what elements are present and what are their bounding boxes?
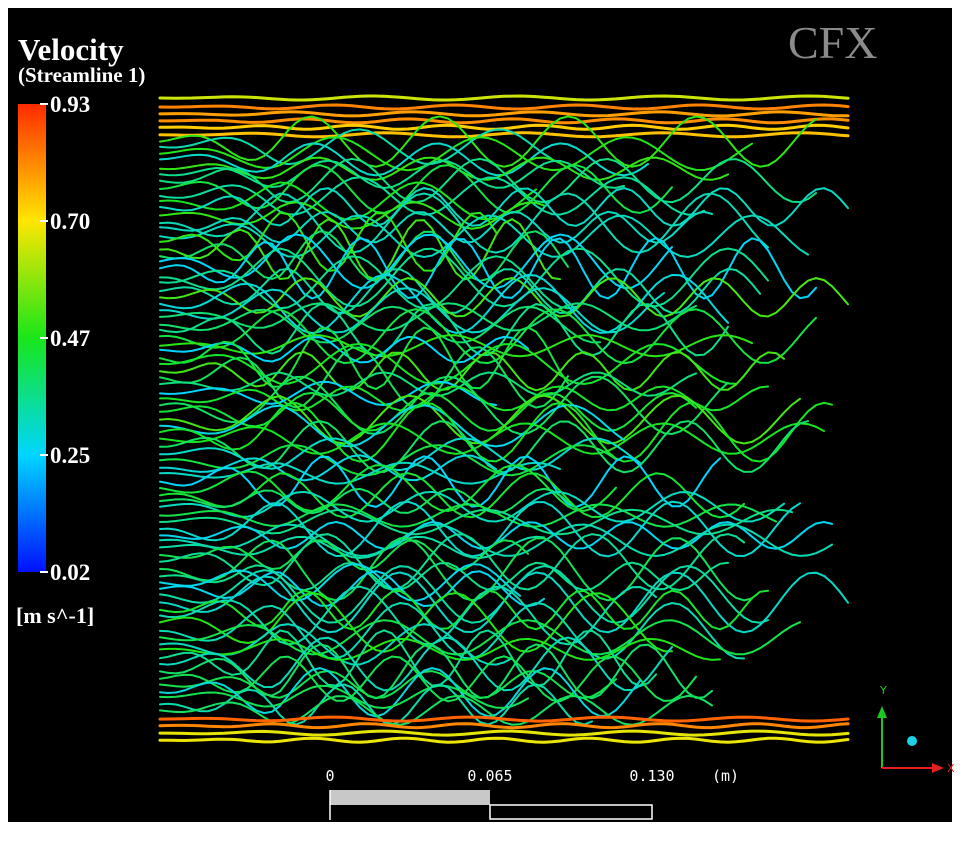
legend-tick-label: 0.25 xyxy=(50,443,90,468)
legend-title: Velocity xyxy=(18,32,124,67)
scale-label: 0.130 xyxy=(629,767,674,785)
legend-tick-label: 0.47 xyxy=(50,326,90,351)
scale-label: 0.065 xyxy=(467,767,512,785)
legend-unit: [m s^-1] xyxy=(16,603,94,628)
scale-unit: (m) xyxy=(712,767,739,785)
legend-tick-label: 0.93 xyxy=(50,92,90,117)
legend-tick-label: 0.70 xyxy=(50,209,90,234)
z-marker xyxy=(907,736,917,746)
scale-label: 0 xyxy=(325,767,334,785)
logo: CFX xyxy=(788,17,877,68)
legend-subtitle: (Streamline 1) xyxy=(18,63,145,87)
legend-tick-label: 0.02 xyxy=(50,560,90,585)
page: CFX Velocity (Streamline 1) 0.93 0.70 0.47… xyxy=(0,0,960,845)
x-axis-label: X xyxy=(947,762,955,775)
scale-bar-fill xyxy=(330,790,490,805)
y-axis-label: Y xyxy=(879,684,887,697)
viewer: CFX Velocity (Streamline 1) 0.93 0.70 0.47… xyxy=(0,0,960,845)
